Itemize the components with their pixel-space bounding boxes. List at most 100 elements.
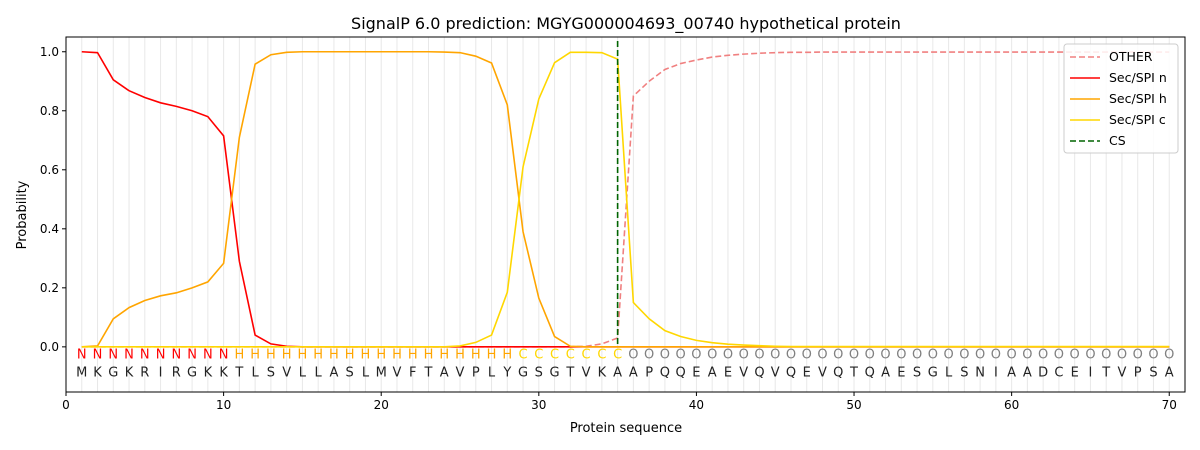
region-label: O <box>991 348 1001 363</box>
region-label: H <box>250 348 260 363</box>
region-label: H <box>282 348 292 363</box>
region-label: H <box>408 348 418 363</box>
region-label: H <box>471 348 481 363</box>
x-tick-label: 60 <box>1004 398 1019 412</box>
region-label: H <box>329 348 339 363</box>
region-label: H <box>439 348 449 363</box>
y-tick-label: 0.0 <box>40 340 59 354</box>
x-axis-label: Protein sequence <box>570 421 682 436</box>
region-label: N <box>203 348 213 363</box>
region-label: C <box>550 348 559 363</box>
region-label: C <box>519 348 528 363</box>
region-label: C <box>534 348 543 363</box>
region-label: O <box>754 348 764 363</box>
region-label: N <box>108 348 118 363</box>
region-label: O <box>660 348 670 363</box>
region-label: O <box>943 348 953 363</box>
region-label: O <box>1101 348 1111 363</box>
region-label: O <box>1070 348 1080 363</box>
region-label: O <box>912 348 922 363</box>
region-label: O <box>833 348 843 363</box>
series-line-sec-spi-n <box>81 50 1170 348</box>
region-label: N <box>219 348 229 363</box>
series-line-sec-spi-h <box>81 50 1170 348</box>
region-label: H <box>424 348 434 363</box>
region-label: O <box>770 348 780 363</box>
legend-label: OTHER <box>1109 49 1153 64</box>
region-label: O <box>1133 348 1143 363</box>
y-tick-label: 0.4 <box>40 222 59 236</box>
region-label: O <box>644 348 654 363</box>
series-line-other <box>81 51 1170 348</box>
region-label: N <box>77 348 87 363</box>
region-label: C <box>613 348 622 363</box>
legend-box <box>1063 43 1179 154</box>
y-tick-label: 0.6 <box>40 163 59 177</box>
region-label: O <box>691 348 701 363</box>
region-label: H <box>266 348 276 363</box>
region-label: H <box>234 348 244 363</box>
region-label: H <box>392 348 402 363</box>
region-label: O <box>802 348 812 363</box>
y-tick-label: 0.8 <box>40 104 59 118</box>
region-label: O <box>1054 348 1064 363</box>
region-label: O <box>739 348 749 363</box>
region-label: H <box>361 348 371 363</box>
x-tick-label: 50 <box>846 398 861 412</box>
region-label: H <box>376 348 386 363</box>
region-label: H <box>455 348 465 363</box>
region-label: O <box>1007 348 1017 363</box>
chart-title: SignalP 6.0 prediction: MGYG000004693_00… <box>351 14 901 34</box>
plot-frame <box>65 36 1186 393</box>
legend-label: Sec/SPI h <box>1109 91 1167 106</box>
x-tick-label: 10 <box>216 398 231 412</box>
region-label: C <box>582 348 591 363</box>
x-tick-label: 20 <box>374 398 389 412</box>
region-label: N <box>93 348 103 363</box>
region-label: O <box>723 348 733 363</box>
region-label: O <box>817 348 827 363</box>
region-label: O <box>1117 348 1127 363</box>
x-tick-label: 40 <box>689 398 704 412</box>
region-label: C <box>597 348 606 363</box>
legend-label: Sec/SPI n <box>1109 70 1167 85</box>
region-label: O <box>628 348 638 363</box>
x-tick-label: 30 <box>531 398 546 412</box>
region-label: O <box>1164 348 1174 363</box>
region-label: N <box>187 348 197 363</box>
region-label: O <box>1148 348 1158 363</box>
region-label: N <box>140 348 150 363</box>
region-label: N <box>124 348 134 363</box>
series-line-sec-spi-c <box>81 51 1170 348</box>
region-label: H <box>313 348 323 363</box>
x-tick-label: 0 <box>62 398 70 412</box>
x-tick-label: 70 <box>1162 398 1177 412</box>
region-label: H <box>502 348 512 363</box>
residue-sequence: MKGKRIRGKKTLSVLLASLMVFTAVPLYGSGTVKAAPQQE… <box>76 365 1174 380</box>
region-label: O <box>928 348 938 363</box>
region-label: O <box>880 348 890 363</box>
region-label: H <box>298 348 308 363</box>
region-label: O <box>896 348 906 363</box>
region-label: N <box>156 348 166 363</box>
y-tick-label: 1.0 <box>40 45 59 59</box>
legend-label: Sec/SPI c <box>1109 112 1166 127</box>
region-label: C <box>566 348 575 363</box>
region-label: N <box>171 348 181 363</box>
region-label: O <box>786 348 796 363</box>
region-label: O <box>1022 348 1032 363</box>
region-label: H <box>487 348 497 363</box>
legend-label: CS <box>1109 133 1126 148</box>
region-label: O <box>849 348 859 363</box>
region-label: O <box>676 348 686 363</box>
region-label: O <box>707 348 717 363</box>
y-tick-label: 0.2 <box>40 281 59 295</box>
region-label: O <box>865 348 875 363</box>
grid <box>81 37 1170 392</box>
region-label: O <box>959 348 969 363</box>
axes: 0 10 20 30 40 50 60 70 0.0 0.2 0.4 0.6 0.8 1.0 <box>40 45 1177 412</box>
region-label: O <box>1085 348 1095 363</box>
y-axis-label: Probability <box>15 180 30 249</box>
